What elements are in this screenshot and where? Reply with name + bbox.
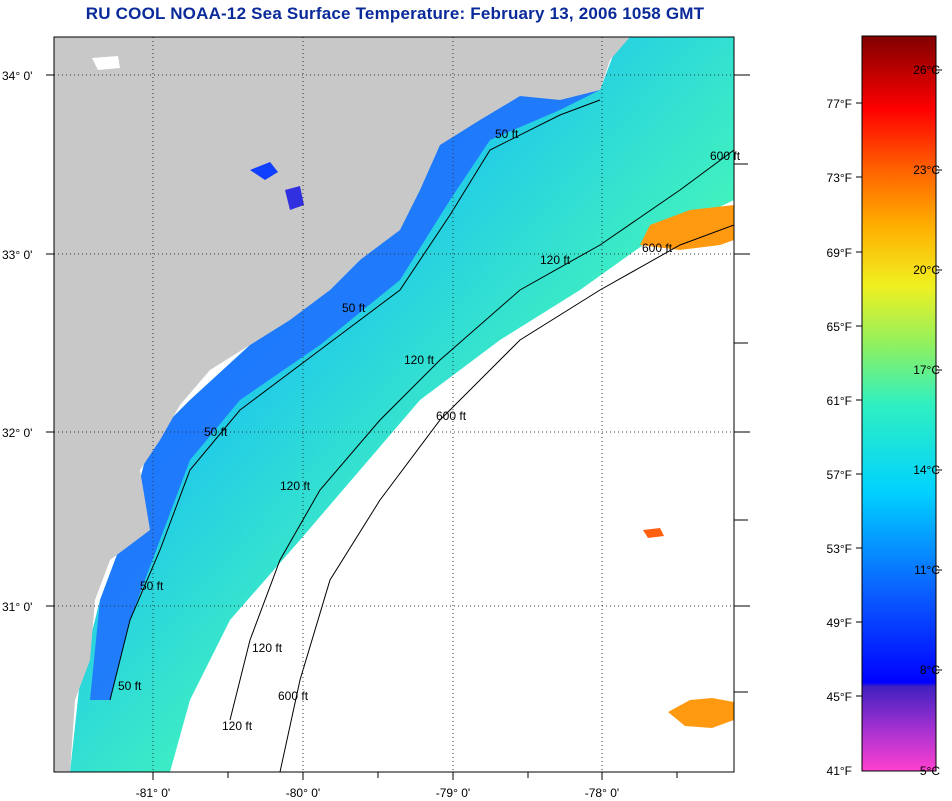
colorbar-c-label: 8°C: [920, 663, 940, 677]
colorbar-c-label: 26°C: [913, 63, 940, 77]
colorbar-c-label: 14°C: [913, 463, 940, 477]
colorbar-c-label: 5°C: [920, 764, 940, 778]
colorbar-f-label: 65°F: [827, 320, 852, 334]
colorbar-f-label: 69°F: [827, 246, 852, 260]
contour-label: 600 ft: [278, 689, 309, 703]
lake-white: [92, 56, 120, 70]
colorbar-c-label: 17°C: [913, 363, 940, 377]
lat-label: 33° 0': [2, 248, 32, 262]
contour-50ft: [109, 99, 601, 701]
lake-marion: [250, 162, 278, 180]
land: [54, 37, 630, 772]
contour-label: 120 ft: [540, 253, 571, 267]
colorbar-f-label: 41°F: [827, 764, 852, 778]
colorbar-f-label: 77°F: [827, 97, 852, 111]
contour-label: 50 ft: [342, 301, 366, 315]
contour-label: 50 ft: [140, 579, 164, 593]
contour-label: 120 ft: [280, 479, 311, 493]
lake-moultrie: [285, 186, 304, 210]
lon-label: -80° 0': [286, 786, 320, 800]
frame-ticks: [46, 74, 750, 780]
gulf-stream-edge: [640, 205, 734, 250]
colorbar-f-label: 49°F: [827, 616, 852, 630]
colorbar-f-label: 57°F: [827, 468, 852, 482]
contour-label: 600 ft: [642, 241, 673, 255]
colorbar-ticks: [856, 69, 942, 697]
lon-label: -81° 0': [136, 786, 170, 800]
contour-label: 120 ft: [404, 353, 435, 367]
warm-spot: [643, 528, 664, 538]
contour-labels: 50 ft 120 ft 600 ft 50 ft 120 ft 600 ft …: [118, 127, 741, 733]
shelf-water: [70, 37, 734, 772]
colorbar-f-label: 73°F: [827, 171, 852, 185]
lat-label: 31° 0': [2, 600, 32, 614]
colorbar-c-label: 23°C: [913, 163, 940, 177]
contour-label: 50 ft: [118, 679, 142, 693]
map-title: RU COOL NOAA-12 Sea Surface Temperature:…: [85, 4, 705, 23]
colorbar-f-label: 61°F: [827, 394, 852, 408]
colorbar: [861, 35, 937, 772]
contour-label: 50 ft: [204, 425, 228, 439]
colorbar-f-label: 45°F: [827, 690, 852, 704]
contour-label: 50 ft: [495, 127, 519, 141]
lon-label: -78° 0': [585, 786, 619, 800]
contour-label: 120 ft: [222, 719, 253, 733]
lat-label: 34° 0': [2, 69, 32, 83]
graticule: [54, 37, 734, 772]
contour-label: 600 ft: [436, 409, 467, 423]
colorbar-c-label: 20°C: [913, 263, 940, 277]
contour-120ft: [229, 149, 734, 721]
warm-patch-south: [668, 698, 734, 728]
map-frame: [53, 36, 735, 773]
colorbar-f-label: 53°F: [827, 542, 852, 556]
lon-label: -79° 0': [436, 786, 470, 800]
contour-600ft: [279, 224, 734, 772]
contour-label: 120 ft: [252, 641, 283, 655]
colorbar-c-label: 11°C: [914, 563, 940, 577]
contour-label: 600 ft: [710, 149, 741, 163]
lat-label: 32° 0': [2, 426, 32, 440]
